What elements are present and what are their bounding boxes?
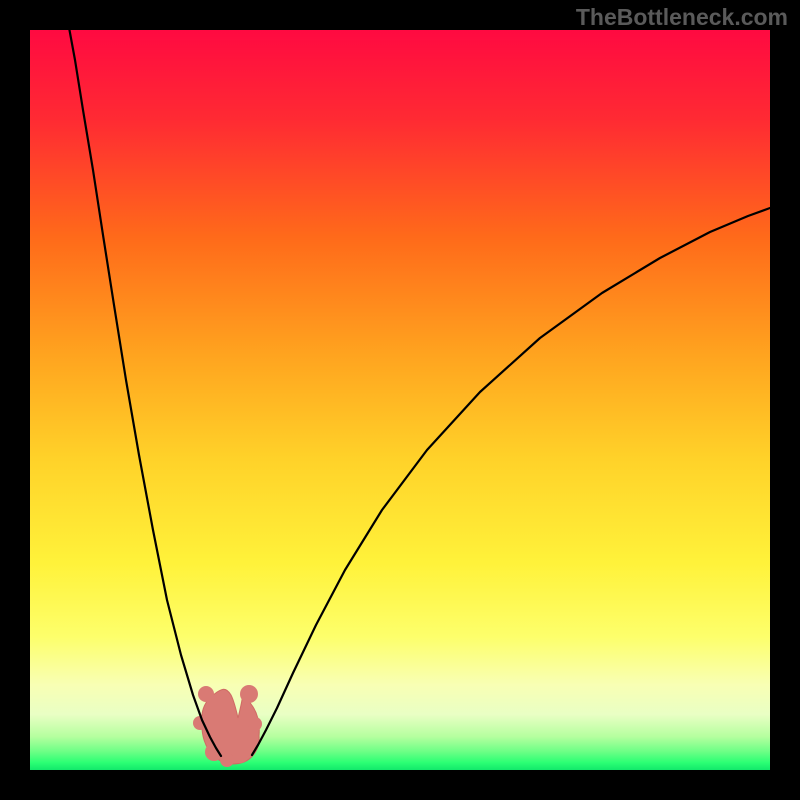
trough-dot xyxy=(248,717,262,731)
trough-dot xyxy=(198,686,214,702)
chart-svg xyxy=(0,0,800,800)
watermark-text: TheBottleneck.com xyxy=(576,4,788,31)
gradient-background xyxy=(30,30,770,770)
trough-dot xyxy=(220,753,234,767)
trough-dot xyxy=(240,685,258,703)
chart-stage: TheBottleneck.com xyxy=(0,0,800,800)
